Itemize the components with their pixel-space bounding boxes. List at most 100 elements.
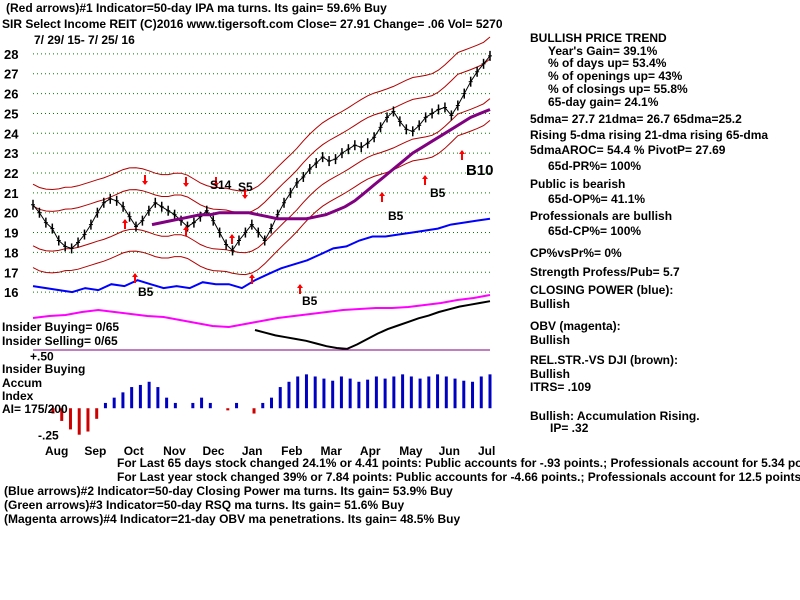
dma-values: 5dma= 27.7 21dma= 26.7 65dma=25.2 — [530, 112, 742, 126]
price-band — [32, 98, 491, 254]
cp-vs-pr: CP%vsPr%= 0% — [530, 246, 622, 260]
price-tick-label: 16 — [4, 285, 18, 300]
obv-status: Bullish — [530, 333, 571, 347]
signal-label: B5 — [388, 209, 404, 223]
price-line — [32, 55, 491, 252]
closings-up: % of closings up= 55.8% — [548, 82, 688, 96]
price-tick-label: 22 — [4, 166, 18, 181]
signal-arrows — [122, 150, 465, 294]
price-tick-label: 17 — [4, 265, 18, 280]
year-gain: Year's Gain= 39.1% — [548, 44, 658, 58]
aroc-pivot: 5dmaAROC= 54.4 % PivotP= 27.69 — [530, 143, 726, 157]
signal-label: B5 — [138, 285, 154, 299]
price-bands — [32, 36, 491, 276]
price-band — [32, 120, 491, 276]
relstr-status: Bullish — [530, 367, 571, 381]
signal-arrowhead — [242, 195, 248, 199]
header-line-1: (Red arrows)#1 Indicator=50-day IPA ma t… — [6, 1, 387, 15]
footer-line-2: For Last year stock changed 39% or 7.84 … — [117, 470, 800, 484]
price-tick-label: 21 — [4, 186, 18, 201]
closing-power-series — [32, 217, 491, 294]
gridlines — [33, 53, 490, 293]
signal-arrowhead — [249, 274, 255, 278]
accum-axis-label: +.50 — [30, 349, 54, 363]
signal-arrowhead — [422, 175, 428, 179]
op-65d: 65d-OP%= 41.1% — [548, 192, 646, 206]
openings-up: % of openings up= 43% — [548, 69, 683, 83]
signal-arrowhead — [183, 226, 189, 230]
closing-power-title: CLOSING POWER (blue): — [530, 283, 674, 297]
month-labels: Aug Sep Oct Nov Dec Jan Feb Mar Apr May Jun Jul — [45, 444, 495, 458]
signal-arrowhead — [379, 192, 385, 196]
itrs-value: ITRS= .109 — [530, 380, 592, 394]
price-tick-label: 24 — [4, 126, 19, 141]
price-tick-label: 27 — [4, 67, 18, 82]
price-tick-label: 25 — [4, 106, 18, 121]
signal-arrowhead — [229, 234, 235, 238]
month-label: May — [399, 444, 423, 458]
price-tick-label: 18 — [4, 245, 18, 260]
obv-series — [32, 294, 491, 350]
header-line-2: SIR Select Income REIT (C)2016 www.tiger… — [2, 17, 503, 31]
month-label: Dec — [202, 444, 224, 458]
relstr-title: REL.STR.-VS DJI (brown): — [530, 353, 678, 367]
month-label: Nov — [163, 444, 186, 458]
signal-labels: S14 S5 B5 B5 B5 B5 B10 — [138, 162, 494, 308]
month-label: Jun — [439, 444, 460, 458]
closing-power-line — [32, 217, 491, 294]
signal-arrowhead — [183, 183, 189, 187]
insider-buying-title: Insider Buying — [2, 362, 86, 376]
ip-value: IP= .32 — [550, 421, 589, 435]
accum-label-1: Accum — [2, 376, 43, 390]
ai-value: AI= 175/200 — [2, 402, 68, 416]
closing-power-status: Bullish — [530, 297, 571, 311]
price-band — [32, 58, 491, 214]
public-status: Public is bearish — [530, 177, 626, 191]
panel-title: BULLISH PRICE TREND — [530, 31, 667, 45]
month-label: Aug — [45, 444, 68, 458]
date-range: 7/ 29/ 15- 7/ 25/ 16 — [34, 33, 135, 47]
accum-axis-label: -.25 — [38, 429, 59, 443]
footer-line-5: (Magenta arrows)#4 Indicator=21-day OBV … — [4, 512, 461, 526]
footer-line-1: For Last 65 days stock changed 24.1% or … — [117, 456, 800, 470]
signal-label: S14 — [210, 178, 232, 192]
price-series — [31, 50, 492, 256]
insider-buying: Insider Buying= 0/65 — [2, 320, 120, 334]
price-tick-label: 26 — [4, 87, 18, 102]
price-tick-label: 20 — [4, 206, 18, 221]
month-label: Apr — [360, 444, 381, 458]
strength-ratio: Strength Profess/Pub= 5.7 — [530, 265, 680, 279]
signal-label: B5 — [302, 294, 318, 308]
footer-line-3: (Blue arrows)#2 Indicator=50-day Closing… — [4, 484, 453, 498]
month-label: Mar — [321, 444, 343, 458]
signal-arrowhead — [122, 219, 128, 223]
month-label: Jul — [478, 444, 495, 458]
signal-label: B10 — [466, 162, 494, 179]
month-label: Feb — [281, 444, 302, 458]
month-label: Jan — [242, 444, 263, 458]
price-tick-label: 28 — [4, 47, 18, 62]
insider-selling: Insider Selling= 0/65 — [2, 334, 118, 348]
signal-arrowhead — [213, 183, 219, 187]
signal-arrowhead — [459, 150, 465, 154]
signal-arrowhead — [142, 181, 148, 185]
accum-label-2: Index — [2, 389, 34, 403]
rising-dma: Rising 5-dma rising 21-dma rising 65-dma — [530, 128, 769, 142]
price-tick-label: 19 — [4, 226, 18, 241]
accum-status: Bullish: Accumulation Rising. — [530, 409, 700, 423]
accumulation-index-bars: +.50 -.25 — [30, 349, 492, 443]
signal-arrowhead — [297, 284, 303, 288]
price-axis-ticks: 28 27 26 25 24 23 22 21 20 19 18 17 16 — [4, 47, 19, 300]
signal-label: S5 — [238, 180, 253, 194]
gain-65: 65-day gain= 24.1% — [548, 95, 659, 109]
month-label: Oct — [124, 444, 144, 458]
obv-line — [32, 294, 491, 329]
relative-strength-line — [254, 300, 491, 350]
pr-65d: 65d-PR%= 100% — [548, 159, 642, 173]
signal-arrowhead — [132, 273, 138, 277]
price-tick-label: 23 — [4, 146, 18, 161]
moving-average-series — [151, 108, 491, 227]
moving-average-line — [151, 108, 491, 227]
obv-title: OBV (magenta): — [530, 319, 621, 333]
